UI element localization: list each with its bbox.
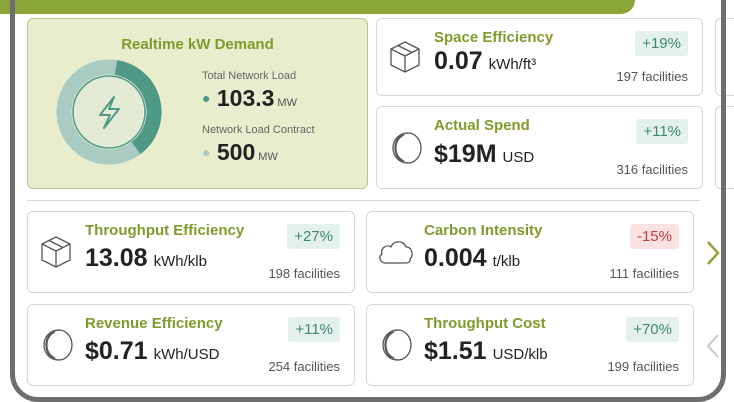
- metric-icon: [390, 41, 420, 73]
- contract-unit: MW: [258, 151, 278, 163]
- next-button[interactable]: [703, 238, 723, 268]
- metric-unit: USD/klb: [492, 346, 548, 363]
- metric-icon: [41, 236, 71, 268]
- metric-unit: t/klb: [492, 253, 521, 270]
- metric-number: 0.07: [434, 47, 483, 75]
- metric-value: 0.004 t/klb: [424, 244, 520, 273]
- metric-value: 13.08 kWh/klb: [85, 244, 207, 273]
- metric-title: Carbon Intensity: [424, 222, 543, 239]
- contract-value: ● 500 MW: [202, 139, 278, 165]
- header-tab: [0, 0, 635, 14]
- change-badge: +70%: [626, 317, 679, 342]
- metric-icon: [43, 329, 73, 361]
- metric-title: Revenue Efficiency: [85, 315, 223, 332]
- total-value: ● 103.3 MW: [202, 85, 297, 111]
- metric-card: Carbon Intensity 0.004 t/klb -15% 111 facili…: [366, 211, 694, 293]
- total-number: 103.3: [216, 85, 275, 111]
- metric-number: $0.71: [85, 337, 148, 365]
- metric-title: Space Efficiency: [434, 29, 554, 46]
- metric-card: Actual Spend $19M USD +11% 316 facilities: [376, 106, 703, 189]
- donut: [56, 59, 162, 165]
- facility-count: 198 facilities: [268, 266, 340, 281]
- metric-number: $19M: [434, 140, 497, 168]
- prev-button[interactable]: [703, 331, 723, 361]
- metric-unit: kWh/klb: [153, 253, 207, 270]
- metric-value: $19M USD: [434, 140, 534, 169]
- change-badge: +11%: [288, 317, 340, 342]
- change-badge: +19%: [635, 31, 688, 56]
- metric-unit: USD: [502, 149, 535, 166]
- metric-card: Throughput Cost $1.51 USD/klb +70% 199 facil…: [366, 304, 694, 386]
- metric-title: Actual Spend: [434, 117, 530, 134]
- metric-value: 0.07 kWh/ft³: [434, 47, 536, 76]
- metric-value: $0.71 kWh/USD: [85, 337, 219, 366]
- metric-icon: [382, 329, 412, 361]
- device-frame: [10, 0, 726, 402]
- metric-value: $1.51 USD/klb: [424, 337, 548, 366]
- metric-icon: [379, 241, 413, 264]
- metric-card: Throughput Efficiency 13.08 kWh/klb +27% 198…: [27, 211, 355, 293]
- facility-count: 111 facilities: [609, 266, 679, 281]
- metric-icon: [392, 131, 422, 164]
- contract-label: Network Load Contract: [202, 124, 315, 136]
- total-unit: MW: [277, 97, 297, 109]
- realtime-card: Realtime kW Demand Total Network Load ● …: [27, 18, 368, 189]
- realtime-title: Realtime kW Demand: [121, 36, 274, 53]
- metric-title: Throughput Efficiency: [85, 222, 245, 239]
- facility-count: 316 facilities: [616, 162, 688, 177]
- change-badge: -15%: [629, 224, 679, 249]
- metric-unit: kWh/ft³: [488, 56, 537, 73]
- facility-count: 199 facilities: [607, 359, 679, 374]
- metric-unit: kWh/USD: [153, 346, 220, 363]
- facility-count: 254 facilities: [268, 359, 340, 374]
- metric-card: Space Efficiency 0.07 kWh/ft³ +19% 197 facil…: [376, 18, 703, 96]
- metric-title: Throughput Cost: [424, 315, 546, 332]
- metric-number: 13.08: [85, 244, 148, 272]
- facility-count: 197 facilities: [616, 69, 688, 84]
- contract-number: 500: [216, 139, 256, 165]
- metric-number: $1.51: [424, 337, 487, 365]
- change-badge: +27%: [287, 224, 340, 249]
- change-badge: +11%: [636, 119, 688, 144]
- metric-card: Revenue Efficiency $0.71 kWh/USD +11% 254 fa…: [27, 304, 355, 386]
- total-label: Total Network Load: [202, 70, 297, 82]
- divider: [27, 200, 700, 201]
- metric-number: 0.004: [424, 244, 487, 272]
